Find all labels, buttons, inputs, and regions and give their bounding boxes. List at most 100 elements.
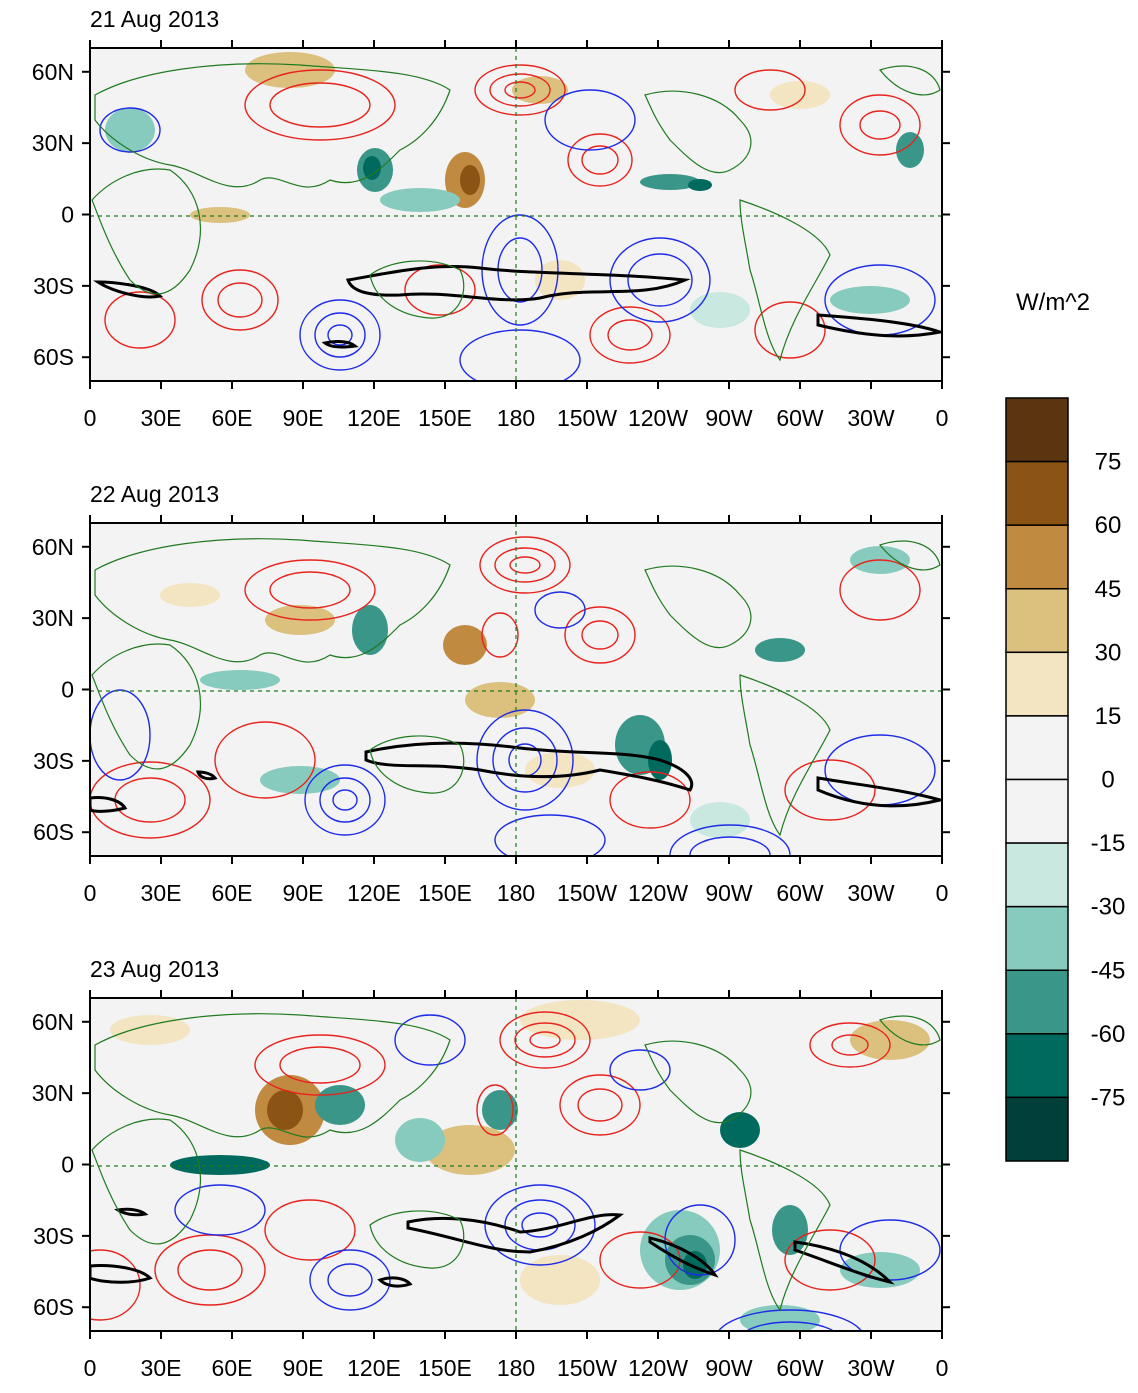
colorbar-box <box>1005 1033 1069 1099</box>
x-axis-ticks: 0 30E 60E 90E 120E 150E 180 150W 120W 90W 60W 30W 0 <box>84 40 949 431</box>
x-axis-ticks: 0 30E 60E 90E 120E 150E 180 150W 120W 90W 60W 30W 0 <box>84 990 949 1381</box>
positive-contours <box>104 64 921 364</box>
thick-contours <box>90 1207 895 1288</box>
colorbar-box <box>1005 460 1069 526</box>
x-tick-label: 30W <box>847 1355 895 1381</box>
y-tick-label: 30N <box>32 130 74 156</box>
x-tick-label: 60E <box>212 405 253 431</box>
x-tick-label: 150E <box>418 880 472 906</box>
x-tick-label: 150W <box>557 880 617 906</box>
x-tick-label: 120E <box>347 880 401 906</box>
y-tick-label: 60S <box>33 1294 74 1320</box>
x-tick-label: 180 <box>497 405 535 431</box>
x-tick-label: 150E <box>418 405 472 431</box>
colorbar-box <box>1005 778 1069 844</box>
colorbar-label: 45 <box>1095 576 1122 603</box>
colorbar-box <box>1005 842 1069 908</box>
map-panel-2: 22 Aug 2013 <box>32 481 950 906</box>
shading <box>105 52 924 328</box>
positive-contours <box>90 536 921 839</box>
x-tick-label: 150W <box>557 1355 617 1381</box>
x-tick-label: 180 <box>497 1355 535 1381</box>
negative-contours <box>174 1014 941 1331</box>
x-tick-label: 150W <box>557 405 617 431</box>
panel-title: 21 Aug 2013 <box>90 6 219 32</box>
x-tick-label: 30W <box>847 405 895 431</box>
x-tick-label: 60W <box>776 1355 824 1381</box>
map-panel-1: 21 Aug 2013 <box>32 6 950 431</box>
x-tick-label: 90E <box>283 880 324 906</box>
coastlines <box>91 1013 941 1312</box>
x-tick-label: 0 <box>84 880 97 906</box>
x-tick-label: 180 <box>497 880 535 906</box>
x-tick-label: 0 <box>84 1355 97 1381</box>
colorbar: W/m^2 75 60 45 30 15 0 -15 -30 -45 -60 -75 <box>1005 289 1126 1162</box>
x-tick-label: 90W <box>705 1355 753 1381</box>
y-tick-label: 60N <box>32 59 74 85</box>
y-tick-label: 30N <box>32 605 74 631</box>
map-panel-3: 23 Aug 2013 <box>32 956 950 1381</box>
x-tick-label: 120W <box>628 1355 688 1381</box>
x-tick-label: 60E <box>212 880 253 906</box>
colorbar-box <box>1005 1096 1069 1162</box>
colorbar-label: 15 <box>1095 703 1122 730</box>
colorbar-label: 30 <box>1095 639 1122 666</box>
panel-title: 22 Aug 2013 <box>90 481 219 507</box>
colorbar-label: -15 <box>1091 830 1126 857</box>
coastlines <box>91 63 941 362</box>
x-tick-label: 90W <box>705 405 753 431</box>
x-tick-label: 0 <box>84 405 97 431</box>
x-tick-label: 120W <box>628 405 688 431</box>
y-tick-label: 60N <box>32 534 74 560</box>
x-tick-label: 60E <box>212 1355 253 1381</box>
x-tick-label: 120W <box>628 880 688 906</box>
positive-contours <box>90 1011 891 1321</box>
thick-contours <box>90 741 942 813</box>
y-tick-label: 60S <box>33 819 74 845</box>
y-tick-label: 0 <box>61 202 74 228</box>
colorbar-label: 60 <box>1095 512 1122 539</box>
colorbar-label: -45 <box>1091 957 1126 984</box>
panel-title: 23 Aug 2013 <box>90 956 219 982</box>
colorbar-label: 0 <box>1101 767 1114 794</box>
colorbar-box <box>1005 397 1069 463</box>
colorbar-box <box>1005 651 1069 717</box>
colorbar-box <box>1005 715 1069 781</box>
map-field <box>90 48 942 381</box>
x-tick-label: 60W <box>776 405 824 431</box>
y-tick-label: 30S <box>33 273 74 299</box>
coastlines <box>91 538 941 837</box>
map-field <box>90 998 942 1331</box>
x-tick-label: 30E <box>141 880 182 906</box>
y-axis-ticks: 60N 30N 0 30S 60S <box>32 534 950 845</box>
x-tick-label: 90E <box>283 405 324 431</box>
x-tick-label: 0 <box>936 405 949 431</box>
y-tick-label: 30S <box>33 1223 74 1249</box>
colorbar-unit: W/m^2 <box>1016 289 1090 316</box>
colorbar-box <box>1005 588 1069 654</box>
colorbar-label: -75 <box>1091 1084 1126 1111</box>
y-tick-label: 60N <box>32 1009 74 1035</box>
x-tick-label: 0 <box>936 1355 949 1381</box>
colorbar-label: -30 <box>1091 894 1126 921</box>
x-tick-label: 0 <box>936 880 949 906</box>
y-tick-label: 0 <box>61 677 74 703</box>
x-tick-label: 30W <box>847 880 895 906</box>
x-tick-label: 90W <box>705 880 753 906</box>
y-tick-label: 30N <box>32 1080 74 1106</box>
x-tick-label: 120E <box>347 1355 401 1381</box>
x-tick-label: 30E <box>141 405 182 431</box>
colorbar-box <box>1005 905 1069 972</box>
colorbar-labels: 75 60 45 30 15 0 -15 -30 -45 -60 -75 <box>1091 449 1126 1112</box>
x-tick-label: 60W <box>776 880 824 906</box>
colorbar-box <box>1005 524 1069 590</box>
y-axis-ticks: 60N 30N 0 30S 60S <box>32 1009 950 1320</box>
x-tick-label: 150E <box>418 1355 472 1381</box>
x-tick-label: 120E <box>347 405 401 431</box>
y-axis-ticks: 60N 30N 0 30S 60S <box>32 59 950 370</box>
colorbar-box <box>1005 969 1069 1035</box>
colorbar-label: 75 <box>1095 449 1122 476</box>
y-tick-label: 0 <box>61 1152 74 1178</box>
map-field <box>90 523 942 856</box>
x-tick-label: 90E <box>283 1355 324 1381</box>
